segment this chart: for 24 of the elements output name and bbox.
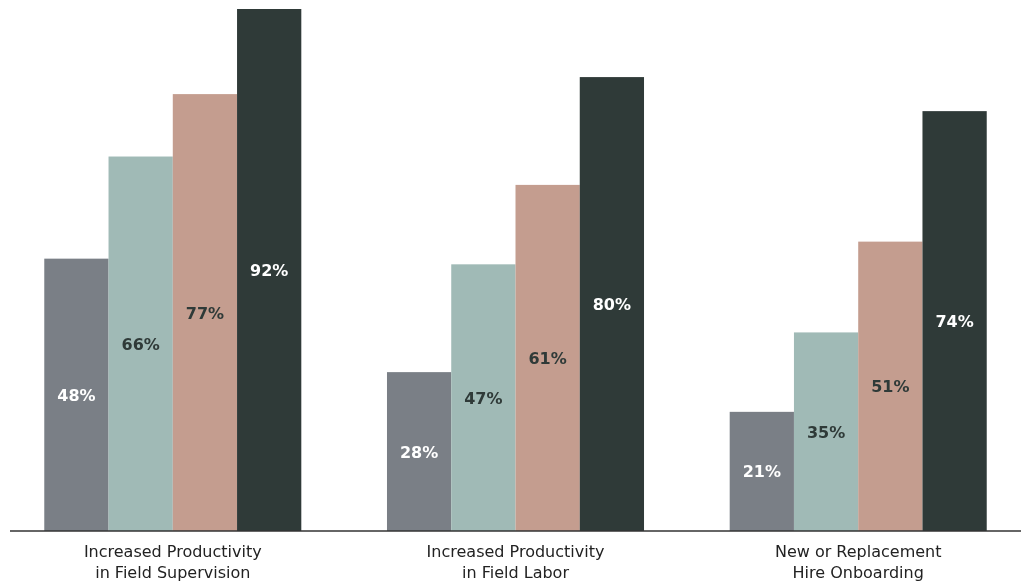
bar <box>386 372 452 531</box>
bar <box>515 184 580 531</box>
bar <box>729 411 794 531</box>
data-label: 61% <box>528 348 567 368</box>
data-label: 48% <box>57 385 96 405</box>
data-label: 80% <box>592 295 632 315</box>
x-tick-label: Increased Productivity in Field Supervision <box>83 542 262 582</box>
bar <box>793 332 859 531</box>
x-tick-label: New or Replacement Hire Onboarding <box>774 542 942 582</box>
data-label: 21% <box>742 462 781 482</box>
bar <box>172 94 238 531</box>
data-label: 92% <box>250 261 289 280</box>
data-label: 51% <box>871 377 910 397</box>
bar <box>44 258 109 531</box>
bar <box>451 264 516 531</box>
data-label: 77% <box>185 303 225 323</box>
data-label: 28% <box>399 442 439 462</box>
data-label: 35% <box>806 422 846 442</box>
data-label: 47% <box>464 388 503 408</box>
data-label: 74% <box>935 312 974 332</box>
x-tick-label: Increased Productivity in Field Labor <box>426 542 605 582</box>
bar <box>108 156 173 531</box>
data-label: 66% <box>121 334 160 354</box>
bar <box>858 241 923 531</box>
